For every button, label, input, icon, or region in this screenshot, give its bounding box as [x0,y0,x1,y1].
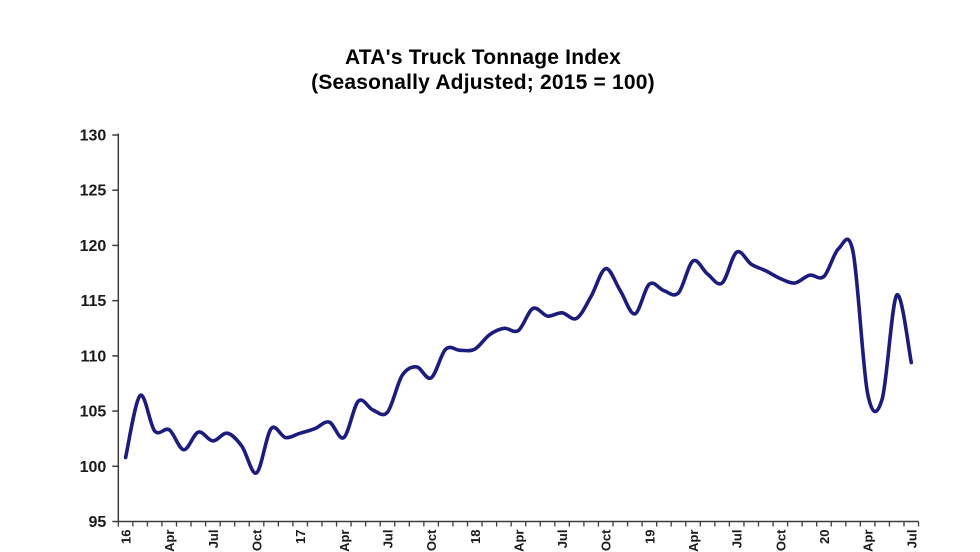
y-tick-label: 100 [80,459,107,476]
y-tick-label: 130 [80,128,107,145]
x-tick-label: Jul [904,530,919,549]
x-tick-label: Apr [511,530,526,552]
chart-title-line2: (Seasonally Adjusted; 2015 = 100) [311,71,655,94]
x-tick-label: 19 [642,530,657,544]
y-tick-label: 125 [80,183,107,200]
x-tick-label: 16 [119,530,134,544]
x-tick-label: Oct [424,529,439,551]
y-tick-label: 95 [89,514,107,531]
x-tick-label: Oct [773,529,788,551]
chart-title: ATA's Truck Tonnage Index (Seasonally Ad… [0,45,966,95]
y-tick-label: 105 [80,404,107,421]
chart-title-line1: ATA's Truck Tonnage Index [344,46,622,69]
x-tick-label: Jul [555,530,570,549]
y-tick-label: 115 [80,293,106,310]
x-tick-label: Oct [599,529,614,551]
x-tick-label: 17 [293,530,308,544]
x-tick-label: Jul [206,530,221,549]
axes [117,133,919,523]
x-tick-label: Apr [686,530,701,552]
x-tick-label: Apr [162,530,177,552]
tonnage-line [123,237,914,475]
y-tick-label: 120 [80,238,107,255]
x-tick-label: Apr [337,530,352,552]
x-tick-label: Jul [730,530,745,549]
x-tick-label: Oct [250,529,265,551]
x-tick-label: Apr [861,530,876,552]
x-tick-label: Jul [380,530,395,549]
y-tick-label: 110 [80,348,106,365]
x-tick-label: 18 [468,530,483,544]
x-tick-label: 20 [817,530,832,544]
